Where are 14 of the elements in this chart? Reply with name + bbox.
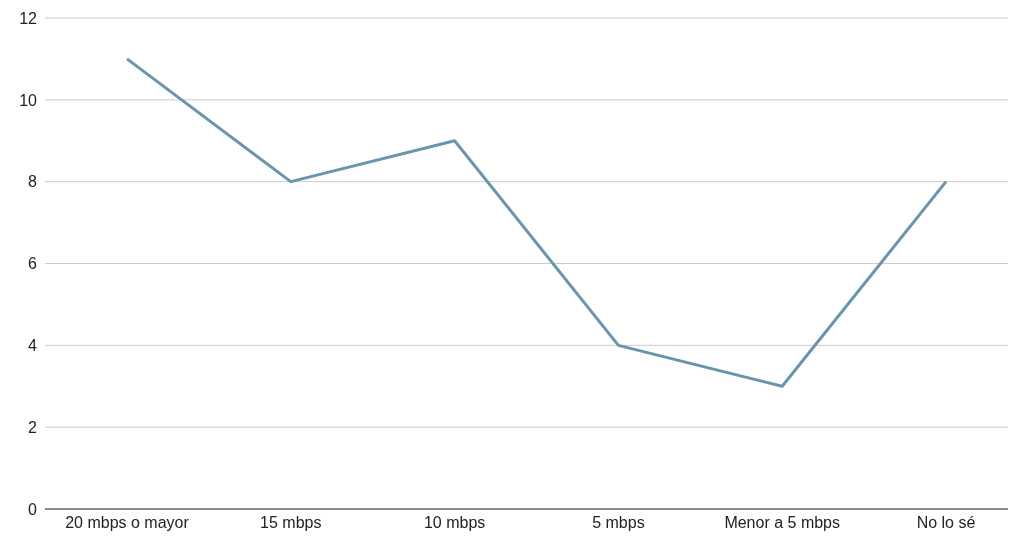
y-tick-label: 2 <box>28 418 38 436</box>
x-tick-label: No lo sé <box>916 514 976 532</box>
y-tick-label: 10 <box>19 91 38 109</box>
y-tick-label: 4 <box>28 337 38 355</box>
x-tick-label: 5 mbps <box>592 514 645 532</box>
y-tick-label: 6 <box>28 255 38 273</box>
x-tick-label: 20 mbps o mayor <box>65 514 190 532</box>
line-series <box>125 57 948 388</box>
x-tick-label: 15 mbps <box>260 514 322 532</box>
x-tick-label: Menor a 5 mbps <box>724 514 840 532</box>
x-tick-label: 10 mbps <box>423 514 486 532</box>
y-tick-label: 0 <box>28 500 38 518</box>
y-tick-label: 8 <box>28 173 38 191</box>
y-tick-label: 12 <box>19 9 38 27</box>
